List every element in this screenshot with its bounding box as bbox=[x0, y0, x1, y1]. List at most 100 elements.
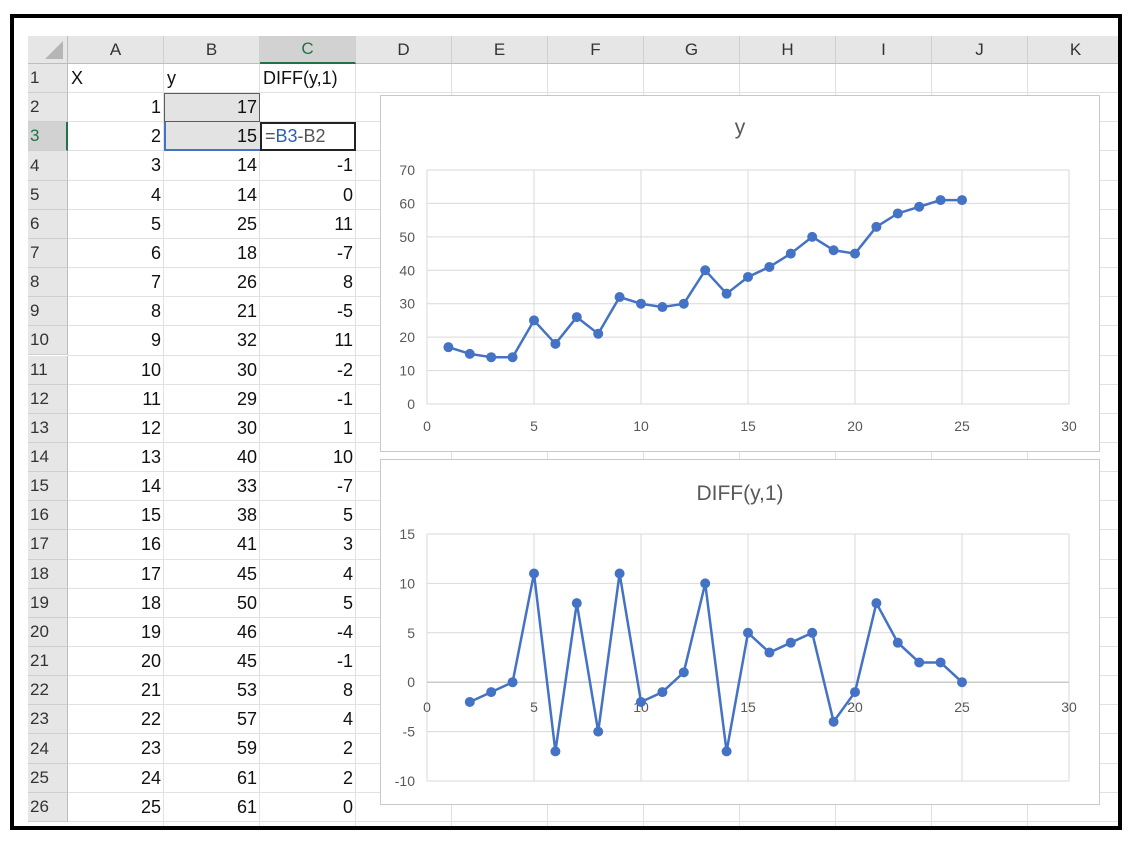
row-header-15[interactable]: 15 bbox=[28, 472, 68, 502]
cell-x-value[interactable]: 11 bbox=[142, 388, 161, 409]
cell-y-value[interactable]: 38 bbox=[236, 505, 257, 526]
cell-diff-value[interactable]: -1 bbox=[336, 651, 353, 671]
row-header-24[interactable]: 24 bbox=[28, 734, 68, 764]
row-header-9[interactable]: 9 bbox=[28, 297, 68, 327]
row-header-10[interactable]: 10 bbox=[28, 326, 68, 356]
cell-x-value[interactable]: 8 bbox=[150, 301, 161, 322]
select-all-corner[interactable] bbox=[28, 36, 68, 64]
cell-x-value[interactable]: 3 bbox=[150, 155, 161, 176]
column-header-c[interactable]: C bbox=[260, 36, 356, 64]
cell-y-value[interactable]: 29 bbox=[236, 388, 257, 409]
column-header-f[interactable]: F bbox=[548, 36, 644, 64]
cell-diff-value[interactable]: 5 bbox=[342, 505, 353, 526]
y-line-chart[interactable]: y 0 10 20 30 40 50 60 70 0 5 10 15 20 25 30 bbox=[380, 95, 1100, 452]
row-header-4[interactable]: 4 bbox=[28, 151, 68, 181]
column-header-h[interactable]: H bbox=[740, 36, 836, 64]
cell-diff-value[interactable]: 5 bbox=[342, 592, 353, 613]
row-header-12[interactable]: 12 bbox=[28, 384, 68, 414]
cell-diff-value[interactable]: 11 bbox=[334, 213, 353, 234]
column-header-g[interactable]: G bbox=[644, 36, 740, 64]
cell-x-value[interactable]: 13 bbox=[140, 446, 161, 467]
row-header-16[interactable]: 16 bbox=[28, 501, 68, 531]
column-header-a[interactable]: A bbox=[68, 36, 164, 64]
cell-x-value[interactable]: 14 bbox=[140, 476, 161, 497]
row-header-14[interactable]: 14 bbox=[28, 442, 68, 473]
cell-x-value[interactable]: 10 bbox=[140, 359, 161, 380]
cell-y-value[interactable]: 61 bbox=[236, 796, 257, 817]
cell-x-value[interactable]: 24 bbox=[140, 767, 161, 788]
cell-y-value[interactable]: 46 bbox=[236, 621, 257, 642]
cell-diff-value[interactable]: -7 bbox=[336, 476, 353, 497]
cell-y-value[interactable]: 21 bbox=[236, 301, 257, 322]
cell-diff-value[interactable]: 0 bbox=[342, 796, 353, 817]
row-header-13[interactable]: 13 bbox=[28, 413, 68, 443]
column-header-b[interactable]: B bbox=[164, 36, 260, 64]
cell-y-value[interactable]: 18 bbox=[236, 242, 257, 263]
cell-y-value[interactable]: 61 bbox=[236, 767, 257, 788]
column-header-k[interactable]: K bbox=[1028, 36, 1118, 64]
cell-diff-value[interactable]: -4 bbox=[336, 621, 353, 642]
cell-y-value[interactable]: 59 bbox=[236, 738, 257, 759]
row-header-17[interactable]: 17 bbox=[28, 530, 68, 560]
row-header-23[interactable]: 23 bbox=[28, 705, 68, 735]
cell-x-value[interactable]: 2 bbox=[150, 126, 161, 147]
column-header-d[interactable]: D bbox=[356, 36, 452, 64]
row-header-20[interactable]: 20 bbox=[28, 617, 68, 647]
cell-x-value[interactable]: 23 bbox=[140, 738, 161, 759]
cell-y-value[interactable]: 26 bbox=[236, 272, 257, 293]
cell-x-value[interactable]: 12 bbox=[140, 417, 161, 438]
cell-diff-value[interactable]: 2 bbox=[342, 738, 353, 759]
cell-x-value[interactable]: 22 bbox=[140, 709, 161, 730]
row-header-2[interactable]: 2 bbox=[28, 93, 68, 123]
cell-y-value[interactable]: 17 bbox=[236, 97, 257, 118]
column-header-i[interactable]: I bbox=[836, 36, 932, 64]
cell-x-value[interactable]: 25 bbox=[140, 796, 161, 817]
cell-y-value[interactable]: 30 bbox=[236, 417, 257, 438]
cell-y-value[interactable]: 25 bbox=[236, 213, 257, 234]
cell-x-value[interactable]: 16 bbox=[140, 534, 161, 555]
row-header-1[interactable]: 1 bbox=[28, 64, 68, 94]
column-header-e[interactable]: E bbox=[452, 36, 548, 64]
cell-y-value[interactable]: 14 bbox=[236, 184, 257, 205]
cell-x-value[interactable]: 17 bbox=[140, 563, 161, 584]
row-header-3[interactable]: 3 bbox=[28, 122, 68, 152]
cell-a1[interactable]: X bbox=[71, 68, 84, 88]
cell-b1[interactable]: y bbox=[167, 68, 176, 88]
cell-diff-value[interactable]: 4 bbox=[342, 709, 353, 730]
row-header-8[interactable]: 8 bbox=[28, 268, 68, 298]
cell-x-value[interactable]: 18 bbox=[140, 592, 161, 613]
cell-c1[interactable]: DIFF(y,1) bbox=[263, 68, 338, 88]
active-cell-c3[interactable]: = B3- B2 bbox=[260, 122, 356, 152]
cell-x-value[interactable]: 21 bbox=[140, 680, 161, 701]
cell-x-value[interactable]: 9 bbox=[150, 330, 161, 351]
cell-y-value[interactable]: 53 bbox=[236, 680, 257, 701]
cell-diff-value[interactable]: -1 bbox=[336, 155, 353, 176]
cell-y-value[interactable]: 14 bbox=[236, 155, 257, 176]
cell-y-value[interactable]: 57 bbox=[236, 709, 257, 730]
cell-y-value[interactable]: 40 bbox=[236, 446, 257, 467]
cell-diff-value[interactable]: -2 bbox=[336, 359, 353, 380]
cell-y-value[interactable]: 30 bbox=[236, 359, 257, 380]
row-header-19[interactable]: 19 bbox=[28, 588, 68, 618]
cell-diff-value[interactable]: 8 bbox=[342, 680, 353, 701]
cell-diff-value[interactable]: 11 bbox=[334, 330, 353, 351]
cell-diff-value[interactable]: 3 bbox=[342, 534, 353, 555]
row-header-21[interactable]: 21 bbox=[28, 647, 68, 677]
row-header-5[interactable]: 5 bbox=[28, 180, 68, 210]
diff-line-chart[interactable]: DIFF(y,1) -10 -5 0 5 10 15 0 5 10 15 20 25 30 bbox=[380, 459, 1100, 805]
cell-y-value[interactable]: 33 bbox=[236, 476, 257, 497]
cell-y-value[interactable]: 41 bbox=[236, 534, 257, 555]
cell-x-value[interactable]: 20 bbox=[140, 651, 161, 671]
cell-y-value[interactable]: 45 bbox=[236, 651, 257, 671]
spreadsheet-grid[interactable]: A B C D E F G H I J K 1 2 3 4 5 6 7 8 9 10 11 12 13 14 15 16 17 18 19… bbox=[28, 36, 1118, 826]
row-header-7[interactable]: 7 bbox=[28, 238, 68, 269]
row-header-26[interactable]: 26 bbox=[28, 792, 68, 822]
cell-diff-value[interactable]: -5 bbox=[336, 301, 353, 322]
row-header-6[interactable]: 6 bbox=[28, 209, 68, 239]
cell-diff-value[interactable]: 10 bbox=[332, 446, 353, 467]
cell-diff-value[interactable]: 8 bbox=[342, 272, 353, 293]
cell-x-value[interactable]: 1 bbox=[150, 97, 161, 118]
cell-y-value[interactable]: 50 bbox=[236, 592, 257, 613]
cell-diff-value[interactable]: 2 bbox=[342, 767, 353, 788]
row-header-18[interactable]: 18 bbox=[28, 559, 68, 589]
